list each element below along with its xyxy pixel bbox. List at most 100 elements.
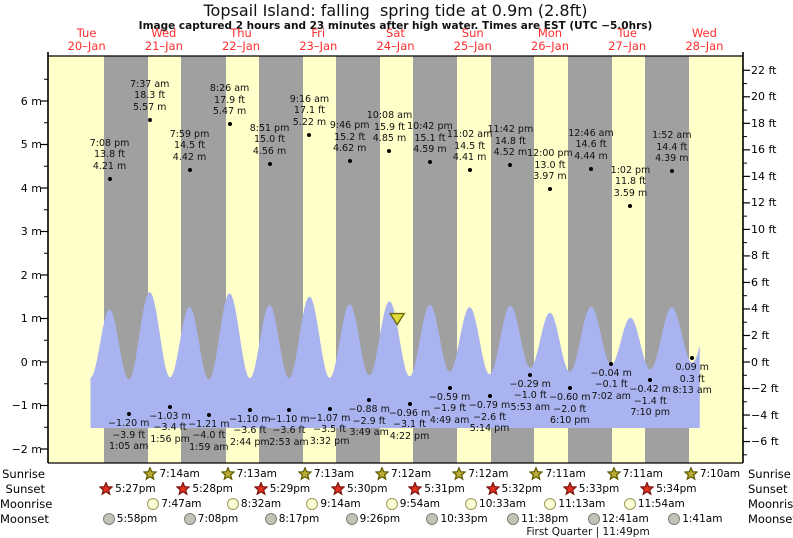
- tide-dot: [609, 361, 614, 366]
- moonset-moon-icon: [507, 513, 520, 525]
- left-axis-tick-label: 4 m: [20, 181, 42, 195]
- high-tide-label: 7:59 pm 14.5 ft 4.42 m: [169, 128, 210, 163]
- tide-dot: [407, 401, 412, 406]
- tide-dot: [427, 160, 432, 165]
- moonset-time: 5:58pm: [116, 513, 158, 525]
- moonrise-moon-icon: [465, 498, 478, 510]
- high-tide-label: 9:46 pm 15.2 ft 4.62 m: [329, 120, 370, 155]
- tide-dot: [447, 385, 452, 390]
- day-label: Sun 25–Jan: [453, 26, 492, 53]
- left-axis-tick-label: 0 m: [20, 355, 42, 369]
- sunset-star-icon: [485, 482, 500, 496]
- high-tide-label: 10:42 pm 15.1 ft 4.59 m: [407, 121, 453, 156]
- right-axis-tick-label: 20 ft: [751, 90, 777, 104]
- tide-dot: [508, 163, 513, 168]
- tide-dot: [589, 166, 594, 171]
- high-tide-label: 8:26 am 17.9 ft 5.47 m: [209, 83, 250, 118]
- tide-dot: [168, 404, 173, 409]
- moonrise-entry: 10:33am: [463, 497, 526, 511]
- moonset-time: 9:26pm: [359, 513, 401, 525]
- sunset-entry: 5:32pm: [485, 482, 542, 496]
- moonset-moon-icon: [426, 513, 439, 525]
- moonset-moon-icon: [668, 513, 681, 525]
- tide-dot: [387, 149, 392, 154]
- moonrise-moon-icon: [385, 498, 398, 510]
- moonset-time: 8:17pm: [278, 513, 320, 525]
- moonrise-moon-icon: [623, 498, 636, 510]
- tide-dot: [187, 167, 192, 172]
- moonrise-time: 10:33am: [479, 498, 526, 510]
- tide-dot: [247, 407, 252, 412]
- day-label: Wed 28–Jan: [685, 26, 724, 53]
- sunrise-star-icon: [375, 467, 390, 481]
- moonrise-entry: 7:47am: [145, 497, 202, 511]
- moonset-entry: 8:17pm: [263, 512, 319, 526]
- low-tide-label: 0.09 m 0.3 ft 8:13 am: [672, 362, 712, 397]
- sunset-entry: 5:30pm: [330, 482, 387, 496]
- almanac-row-label-right-moonrise: Moonrise: [748, 497, 793, 511]
- sunset-entry: 5:28pm: [176, 482, 233, 496]
- almanac-row-label-right-sunset: Sunset: [748, 482, 788, 496]
- moonset-time: 12:41am: [601, 513, 649, 525]
- left-axis-tick-label: 3 m: [20, 225, 42, 238]
- sunrise-entry: 7:11am: [529, 467, 586, 481]
- tide-dot: [528, 372, 533, 377]
- sunset-time: 5:34pm: [656, 483, 697, 495]
- right-axis-tick-label: 14 ft: [751, 169, 777, 183]
- moonrise-entry: 8:32am: [225, 497, 281, 511]
- right-axis-tick-label: 18 ft: [751, 116, 777, 130]
- moonrise-time: 9:54am: [399, 498, 440, 510]
- tide-dot: [286, 407, 291, 412]
- right-axis-tick-label: 22 ft: [751, 63, 777, 77]
- almanac-row-label-right-moonset: Moonset: [748, 512, 793, 526]
- sunrise-star-icon: [606, 467, 621, 481]
- day-label: Sat 24–Jan: [376, 26, 415, 53]
- moonrise-moon-icon: [306, 498, 319, 510]
- moonrise-moon-icon: [544, 498, 557, 510]
- tide-dot: [227, 122, 232, 127]
- sunrise-entry: 7:14am: [143, 467, 200, 481]
- sunrise-entry: 7:10am: [683, 467, 740, 481]
- right-axis-tick-label: 10 ft: [751, 222, 777, 236]
- sunset-star-icon: [640, 482, 655, 496]
- sunset-time: 5:29pm: [269, 483, 311, 495]
- left-axis-tick-label: 6 m: [20, 94, 42, 108]
- right-axis-tick-label: −6 ft: [751, 435, 779, 449]
- moonrise-time: 7:47am: [161, 498, 202, 510]
- sunrise-entry: 7:11am: [606, 467, 663, 481]
- right-axis-tick-label: −4 ft: [751, 408, 779, 422]
- tide-dot: [126, 412, 131, 417]
- tide-dot: [487, 394, 492, 399]
- tide-dot: [547, 187, 552, 192]
- sunset-time: 5:33pm: [578, 483, 620, 495]
- tide-dot: [147, 117, 152, 122]
- sunset-entry: 5:33pm: [562, 482, 620, 496]
- high-tide-label: 11:02 am 14.5 ft 4.41 m: [446, 129, 493, 164]
- sunrise-time: 7:13am: [313, 468, 355, 480]
- sunrise-entry: 7:13am: [297, 467, 355, 481]
- high-tide-label: 12:00 pm 13.0 ft 3.97 m: [527, 148, 573, 183]
- moonset-moon-icon: [345, 513, 358, 525]
- right-axis-tick-label: 0 ft: [751, 355, 770, 369]
- moonrise-time: 11:13am: [558, 498, 606, 510]
- chart-subtitle: Image captured 2 hours and 23 minutes af…: [138, 20, 653, 32]
- high-tide-label: 1:52 am 14.4 ft 4.39 m: [652, 130, 692, 165]
- sunrise-time: 7:12am: [468, 468, 509, 480]
- high-tide-label: 7:37 am 18.3 ft 5.57 m: [130, 78, 170, 113]
- moonrise-moon-icon: [147, 498, 160, 510]
- night-band: [104, 56, 149, 463]
- tide-dot: [669, 169, 674, 174]
- chart-title: Topsail Island: falling spring tide at 0…: [203, 1, 588, 20]
- moonset-moon-icon: [183, 513, 196, 525]
- almanac-row-label-left-sunrise: Sunrise: [2, 467, 45, 481]
- sunset-star-icon: [562, 482, 577, 496]
- almanac-row-label-left-sunset: Sunset: [5, 482, 45, 496]
- almanac-row-label-left-moonrise: Moonrise: [0, 497, 53, 511]
- day-label: Fri 23–Jan: [299, 26, 338, 53]
- moonset-time: 10:33pm: [440, 513, 488, 525]
- high-tide-label: 9:16 am 17.1 ft 5.22 m: [289, 93, 330, 128]
- sunrise-star-icon: [529, 467, 544, 481]
- high-tide-label: 12:46 am 14.6 ft 4.44 m: [568, 127, 614, 162]
- high-tide-label: 1:02 pm 11.8 ft 3.59 m: [610, 164, 651, 199]
